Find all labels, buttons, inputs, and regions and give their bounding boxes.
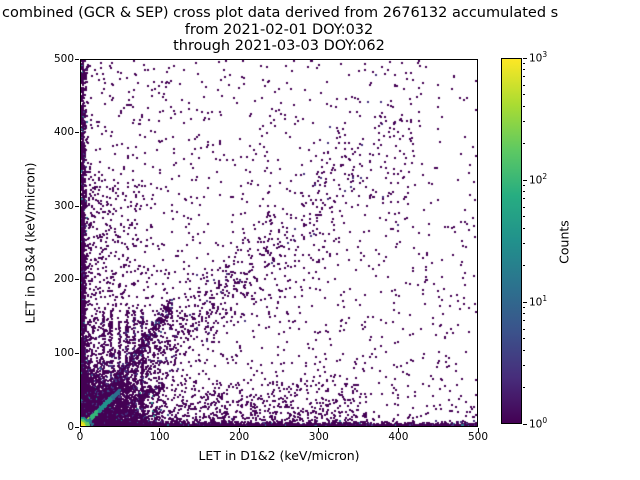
colorbar-minor-tick — [523, 338, 525, 340]
colorbar-minor-tick — [523, 63, 525, 65]
colorbar-tick-label: 103 — [529, 50, 548, 65]
colorbar-minor-tick — [523, 121, 525, 123]
colorbar-label: Counts — [556, 220, 572, 264]
colorbar-minor-tick — [523, 307, 525, 309]
colorbar-minor-tick — [523, 313, 525, 315]
colorbar-minor-tick — [523, 76, 525, 78]
colorbar-minor-tick — [523, 243, 525, 245]
colorbar-tick-label: 101 — [529, 294, 548, 309]
colorbar-minor-tick — [523, 228, 525, 230]
colorbar-minor-tick — [523, 185, 525, 187]
chart-title-line2: from 2021-02-01 DOY:032 — [184, 22, 374, 38]
colorbar-minor-tick — [523, 264, 525, 266]
colorbar-tick-label: 102 — [529, 172, 548, 187]
colorbar-tick-mark — [523, 179, 527, 181]
colorbar-minor-tick — [523, 386, 525, 388]
y-tick-mark — [75, 132, 79, 134]
colorbar-minor-tick — [523, 350, 525, 352]
x-tick-mark — [238, 428, 240, 432]
colorbar-minor-tick — [523, 94, 525, 96]
x-tick-mark — [79, 428, 81, 432]
colorbar — [501, 58, 522, 424]
colorbar-minor-tick — [523, 106, 525, 108]
y-tick-mark — [75, 279, 79, 281]
x-tick-mark — [159, 428, 161, 432]
colorbar-minor-tick — [523, 320, 525, 322]
x-tick-label: 0 — [76, 431, 84, 443]
colorbar-minor-tick — [523, 365, 525, 367]
x-tick-mark — [318, 428, 320, 432]
x-tick-label: 500 — [467, 431, 489, 443]
x-tick-mark — [477, 428, 479, 432]
x-tick-mark — [397, 428, 399, 432]
colorbar-tick-mark — [523, 423, 527, 425]
y-tick-mark — [75, 205, 79, 207]
colorbar-tick-mark — [523, 301, 527, 303]
y-tick-label: 0 — [67, 420, 74, 433]
chart-title-line1: combined (GCR & SEP) cross plot data der… — [2, 5, 559, 21]
x-tick-label: 200 — [229, 431, 250, 443]
y-tick-mark — [75, 426, 79, 428]
colorbar-minor-tick — [523, 142, 525, 144]
x-tick-label: 400 — [388, 431, 409, 443]
chart-title-line3: through 2021-03-03 DOY:062 — [173, 38, 385, 54]
y-tick-label: 300 — [53, 199, 74, 212]
y-tick-label: 100 — [53, 346, 74, 359]
colorbar-minor-tick — [523, 69, 525, 71]
x-axis-label: LET in D1&2 (keV/micron) — [198, 448, 360, 463]
x-tick-label: 100 — [149, 431, 170, 443]
x-tick-label: 300 — [308, 431, 329, 443]
y-tick-mark — [75, 58, 79, 60]
y-tick-label: 400 — [53, 126, 74, 139]
colorbar-minor-tick — [523, 206, 525, 208]
colorbar-minor-tick — [523, 328, 525, 330]
y-axis-label: LET in D3&4 (keV/micron) — [22, 162, 38, 324]
y-tick-mark — [75, 352, 79, 354]
colorbar-tick-label: 100 — [529, 416, 548, 431]
y-tick-label: 500 — [53, 52, 74, 65]
scatter-density-canvas — [81, 60, 477, 426]
colorbar-tick-mark — [523, 57, 527, 59]
y-tick-label: 200 — [53, 273, 74, 286]
colorbar-minor-tick — [523, 216, 525, 218]
colorbar-minor-tick — [523, 84, 525, 86]
colorbar-minor-tick — [523, 191, 525, 193]
colorbar-minor-tick — [523, 198, 525, 200]
